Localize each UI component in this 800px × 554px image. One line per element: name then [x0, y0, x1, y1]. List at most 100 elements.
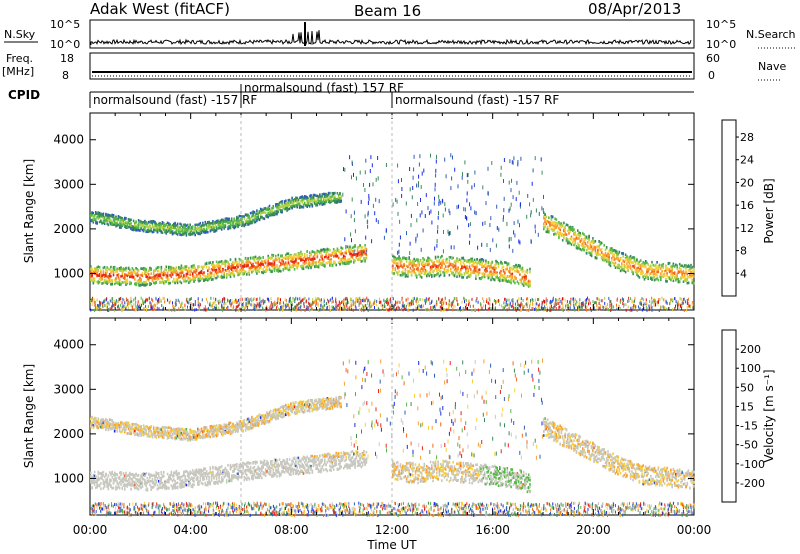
- heatmap-cell: [253, 256, 256, 259]
- heatmap-cell: [277, 253, 280, 257]
- heatmap-cell: [319, 258, 321, 262]
- heatmap-cell: [325, 248, 327, 252]
- heatmap-cell: [529, 270, 531, 274]
- heatmap-cell: [117, 273, 120, 276]
- heatmap-cell: [365, 256, 368, 260]
- heatmap-cell: [90, 278, 92, 281]
- heatmap-cell: [188, 276, 190, 280]
- heatmap-cell: [131, 225, 134, 229]
- heatmap-cell: [419, 275, 422, 278]
- heatmap-cell: [487, 307, 489, 311]
- heatmap-cell: [296, 266, 298, 270]
- heatmap-cell: [170, 225, 173, 229]
- heatmap-cell: [189, 277, 191, 280]
- heatmap-cell: [135, 303, 136, 307]
- heatmap-cell: [98, 220, 101, 224]
- heatmap-cell: [306, 250, 308, 253]
- heatmap-cell: [495, 301, 496, 305]
- heatmap-cell: [429, 258, 432, 262]
- heatmap-cell: [343, 302, 344, 306]
- heatmap-cell: [99, 306, 100, 310]
- heatmap-cell: [618, 259, 621, 263]
- heatmap-cell: [405, 308, 407, 311]
- heatmap-cell: [461, 266, 463, 269]
- heatmap-cell: [200, 303, 201, 307]
- heatmap-cell: [360, 299, 362, 302]
- heatmap-cell: [355, 253, 358, 256]
- heatmap-cell: [118, 297, 120, 301]
- heatmap-cell: [328, 300, 330, 304]
- heatmap-cell: [280, 301, 282, 305]
- heatmap-cell: [118, 222, 121, 226]
- heatmap-cell: [202, 272, 204, 276]
- heatmap-cell: [283, 200, 286, 203]
- heatmap-cell: [126, 221, 129, 224]
- heatmap-cell: [222, 298, 224, 302]
- heatmap-cell: [491, 272, 493, 276]
- heatmap-cell: [526, 271, 529, 275]
- heatmap-cell: [641, 263, 643, 266]
- heatmap-cell: [465, 271, 467, 275]
- heatmap-cell: [111, 280, 113, 284]
- heatmap-cell: [116, 280, 118, 284]
- heatmap-cell: [404, 268, 407, 271]
- heatmap-cell: [275, 210, 277, 213]
- heatmap-cell: [341, 257, 344, 260]
- heatmap-cell: [574, 239, 577, 242]
- heatmap-cell: [517, 282, 520, 285]
- heatmap-cell: [249, 211, 252, 215]
- heatmap-cell: [423, 267, 426, 270]
- heatmap-cell: [236, 215, 238, 219]
- heatmap-cell: [487, 301, 489, 305]
- heatmap-cell: [444, 265, 447, 268]
- heatmap-cell: [320, 262, 322, 265]
- heatmap-cell: [129, 225, 131, 229]
- heatmap-cell: [441, 302, 443, 306]
- heatmap-cell: [339, 302, 341, 306]
- heatmap-cell: [663, 273, 666, 277]
- heatmap-cell: [108, 220, 111, 223]
- heatmap-cell: [248, 301, 250, 305]
- heatmap-cell: [389, 307, 391, 311]
- heatmap-cell: [233, 273, 235, 276]
- heatmap-cell: [646, 275, 648, 278]
- heatmap-cell: [302, 196, 305, 199]
- heatmap-cell: [497, 265, 500, 269]
- heatmap-cell: [617, 297, 618, 301]
- heatmap-cell: [413, 260, 415, 264]
- heatmap-cell: [360, 254, 363, 258]
- heatmap-cell: [134, 224, 136, 227]
- heatmap-cell: [310, 258, 312, 261]
- heatmap-cell: [195, 275, 198, 278]
- heatmap-cell: [122, 269, 125, 273]
- heatmap-cell: [288, 256, 291, 260]
- heatmap-cell: [569, 230, 571, 233]
- heatmap-cell: [481, 258, 483, 261]
- heatmap-cell: [409, 259, 412, 262]
- heatmap-cell: [215, 268, 218, 272]
- heatmap-cell: [287, 204, 290, 208]
- heatmap-cell: [286, 209, 288, 212]
- heatmap-cell: [126, 297, 127, 301]
- heatmap-cell: [276, 265, 278, 268]
- heatmap-cell: [674, 307, 676, 311]
- heatmap-cell: [236, 224, 238, 227]
- heatmap-cell: [174, 221, 176, 225]
- heatmap-cell: [321, 203, 324, 206]
- heatmap-cell: [107, 223, 110, 227]
- heatmap-cell: [516, 265, 519, 269]
- heatmap-cell: [132, 219, 135, 223]
- heatmap-cell: [433, 261, 436, 264]
- heatmap-cell: [264, 214, 267, 218]
- heatmap-cell: [236, 261, 238, 265]
- heatmap-cell: [653, 278, 656, 282]
- heatmap-cell: [403, 304, 405, 308]
- heatmap-cell: [429, 308, 431, 312]
- heatmap-cell: [519, 305, 521, 309]
- heatmap-cell: [101, 277, 103, 281]
- heatmap-cell: [210, 228, 213, 232]
- heatmap-cell: [142, 223, 145, 227]
- heatmap-cell: [472, 269, 475, 273]
- heatmap-cell: [426, 259, 428, 262]
- heatmap-cell: [116, 220, 118, 223]
